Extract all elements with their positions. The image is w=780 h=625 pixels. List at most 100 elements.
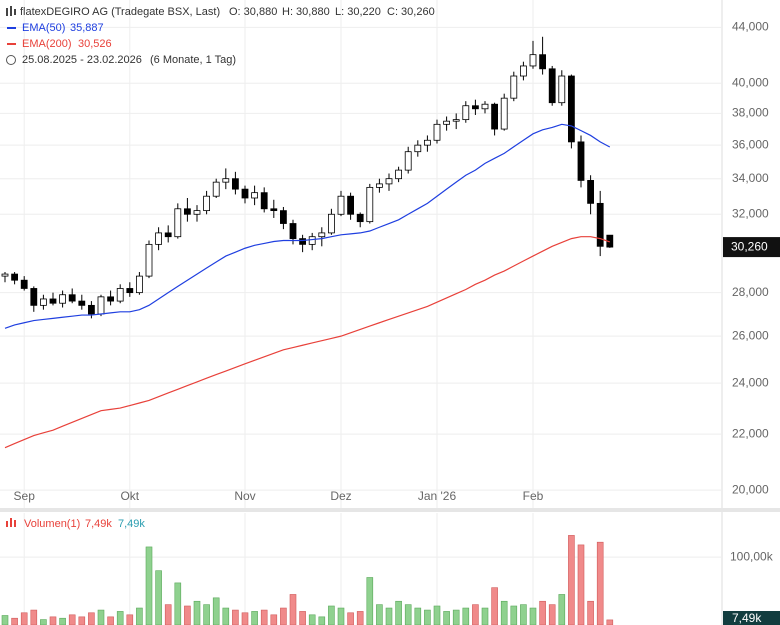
chart-icon	[6, 6, 16, 16]
candle-body	[174, 208, 182, 238]
volume-bar	[385, 607, 393, 625]
candle-body	[596, 202, 604, 247]
ema-line	[4, 123, 611, 329]
volume-bar	[395, 600, 402, 625]
candle-body	[183, 208, 191, 215]
volume-bar	[126, 614, 134, 625]
volume-bar	[510, 605, 518, 625]
panel-separator	[0, 508, 780, 512]
volume-bar	[500, 600, 508, 625]
candle-body	[40, 298, 47, 306]
volume-bar	[491, 587, 498, 625]
candle-body	[337, 195, 345, 215]
candle-body	[289, 223, 297, 240]
candle-body	[30, 288, 38, 306]
volume-bar	[366, 577, 374, 625]
chart-title: flatexDEGIRO AG (Tradegate BSX, Last)	[20, 6, 220, 18]
candle-body	[193, 210, 201, 215]
volume-title: Volumen(1)	[24, 518, 80, 530]
candle-body	[558, 75, 566, 104]
y-tick-label: 32,000	[732, 206, 769, 220]
volume-bar	[78, 616, 86, 625]
y-tick-label: 20,000	[732, 482, 769, 496]
y-tick-label: 34,000	[732, 171, 769, 185]
volume-bar	[356, 611, 364, 625]
clock-icon	[6, 55, 16, 65]
volume-bar	[174, 582, 182, 625]
y-tick-label: 28,000	[732, 285, 769, 299]
volume-bar	[20, 612, 28, 625]
volume-bar	[587, 600, 594, 625]
ohlc-label: C: 30,260	[387, 6, 435, 18]
volume-bar	[452, 609, 460, 625]
volume-bar	[59, 617, 66, 625]
candle-body	[68, 294, 76, 302]
volume-bar	[164, 604, 172, 625]
candle-body	[375, 183, 383, 188]
candle-body	[231, 178, 239, 190]
volume-bar	[260, 609, 268, 625]
candle-body	[520, 65, 527, 77]
candle-body	[548, 68, 556, 104]
candle-body	[155, 232, 163, 245]
volume-bar	[462, 607, 470, 625]
y-tick-label: 38,000	[732, 106, 769, 120]
candle-body	[49, 298, 57, 304]
volume-bar	[472, 604, 479, 625]
volume-bar	[414, 607, 422, 625]
x-tick-label: Nov	[234, 489, 255, 503]
candle-body	[481, 103, 489, 110]
volume-bar	[529, 607, 537, 625]
x-tick-label: Feb	[523, 489, 544, 503]
candle-body	[260, 192, 268, 210]
volume-bar	[318, 616, 326, 625]
volume-bar	[424, 609, 431, 625]
legend-value: 30,526	[78, 38, 112, 50]
candle-body	[203, 195, 211, 212]
candle-body	[97, 296, 105, 315]
candle-body	[452, 119, 460, 122]
candle-body	[587, 180, 594, 204]
volume-bar	[558, 594, 566, 625]
volume-bar	[1, 615, 9, 625]
x-tick-label: Okt	[120, 489, 139, 503]
volume-bar	[347, 612, 354, 625]
volume-bar	[232, 609, 239, 625]
candle-body	[20, 279, 28, 289]
candle-body	[116, 288, 124, 302]
candle-body	[299, 238, 307, 245]
volume-bar	[376, 604, 383, 625]
candle-body	[107, 296, 114, 302]
candle-body	[164, 232, 172, 238]
volume-bar	[404, 604, 412, 625]
volume-bar	[136, 607, 143, 625]
volume-bar	[577, 544, 585, 625]
candle-body	[395, 169, 403, 180]
volume-bar	[251, 611, 258, 625]
volume-bar	[241, 612, 249, 625]
candle-body	[251, 192, 259, 199]
volume-bar	[155, 570, 162, 625]
volume-bar	[97, 609, 105, 625]
candle-body	[366, 186, 374, 223]
volume-bar	[145, 546, 153, 625]
volume-bar	[299, 611, 306, 625]
candle-body	[529, 54, 537, 67]
volume-bar	[184, 605, 191, 625]
y-tick-label: 26,000	[732, 328, 769, 342]
candle-body	[135, 275, 143, 294]
legend-entry: EMA(200)	[22, 38, 72, 50]
period: (6 Monate, 1 Tag)	[150, 54, 236, 66]
candle-body	[126, 288, 134, 294]
candle-body	[11, 273, 19, 281]
volume-bar	[68, 614, 76, 625]
candle-body	[423, 139, 431, 146]
ohlc-label: L: 30,220	[335, 6, 381, 18]
ohlc-label: H: 30,880	[282, 6, 330, 18]
volume-bar	[280, 607, 287, 625]
candle-body	[577, 141, 585, 181]
y-tick-label: 44,000	[732, 20, 769, 34]
candle-body	[318, 232, 326, 238]
candle-body	[347, 195, 355, 215]
